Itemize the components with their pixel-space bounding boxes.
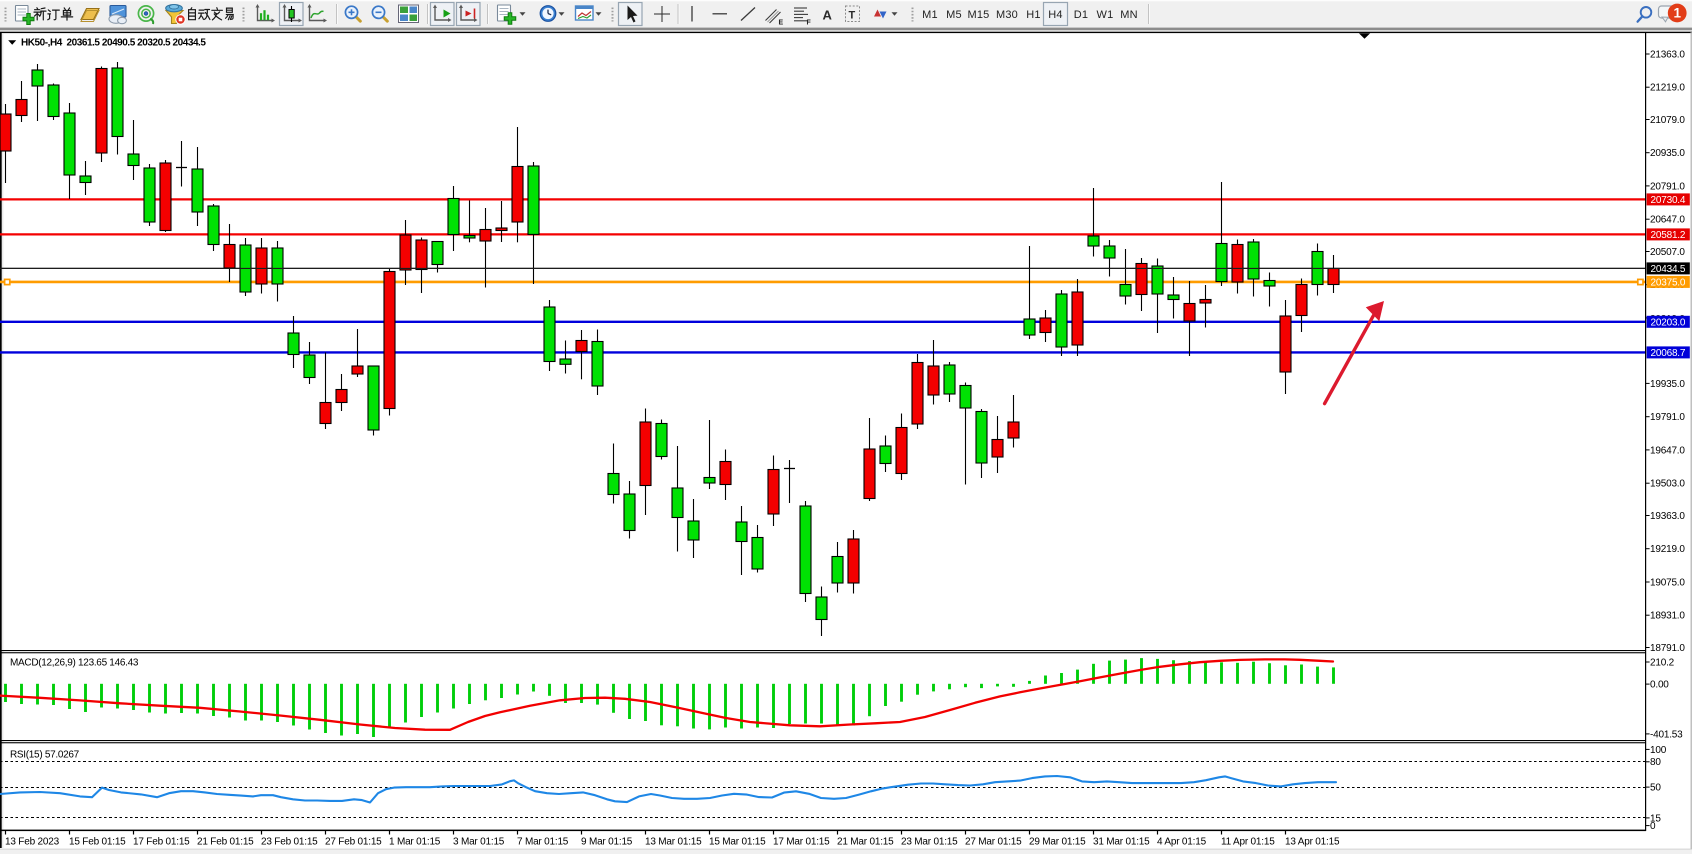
svg-text:1 Mar 01:15: 1 Mar 01:15: [389, 837, 441, 848]
svg-text:21 Feb 01:15: 21 Feb 01:15: [197, 837, 254, 848]
svg-text:15 Feb 01:15: 15 Feb 01:15: [69, 837, 126, 848]
svg-text:100: 100: [1650, 745, 1667, 756]
svg-text:15 Mar 01:15: 15 Mar 01:15: [709, 837, 766, 848]
svg-text:W1: W1: [1097, 9, 1114, 21]
svg-text:19363.0: 19363.0: [1650, 511, 1685, 522]
svg-text:M1: M1: [922, 9, 938, 21]
svg-text:H1: H1: [1026, 9, 1040, 21]
svg-text:17 Feb 01:15: 17 Feb 01:15: [133, 837, 190, 848]
svg-text:13 Apr 01:15: 13 Apr 01:15: [1285, 837, 1340, 848]
svg-text:27 Feb 01:15: 27 Feb 01:15: [325, 837, 382, 848]
svg-text:18931.0: 18931.0: [1650, 611, 1685, 622]
svg-text:20434.5: 20434.5: [1651, 264, 1686, 275]
svg-text:HK50-,H4 20361.5 20490.5 2032: HK50-,H4 20361.5 20490.5 20320.5 20434.5: [21, 38, 206, 49]
svg-text:15: 15: [1650, 813, 1661, 824]
svg-text:21 Mar 01:15: 21 Mar 01:15: [837, 837, 894, 848]
svg-text:23 Mar 01:15: 23 Mar 01:15: [901, 837, 958, 848]
svg-text:H4: H4: [1048, 9, 1062, 21]
svg-text:20203.0: 20203.0: [1651, 317, 1686, 328]
svg-text:M30: M30: [996, 9, 1018, 21]
svg-text:19075.0: 19075.0: [1650, 577, 1685, 588]
svg-text:13 Mar 01:15: 13 Mar 01:15: [645, 837, 702, 848]
svg-text:21219.0: 21219.0: [1650, 83, 1685, 94]
svg-text:19219.0: 19219.0: [1650, 544, 1685, 555]
svg-text:19503.0: 19503.0: [1650, 479, 1685, 490]
svg-text:19647.0: 19647.0: [1650, 445, 1685, 456]
svg-text:21079.0: 21079.0: [1650, 115, 1685, 126]
svg-text:MACD(12,26,9) 123.65 146.43: MACD(12,26,9) 123.65 146.43: [10, 657, 139, 668]
svg-text:T: T: [849, 10, 856, 22]
svg-text:A: A: [823, 8, 833, 23]
svg-text:210.2: 210.2: [1650, 657, 1675, 668]
svg-text:7 Mar 01:15: 7 Mar 01:15: [517, 837, 569, 848]
svg-text:29 Mar 01:15: 29 Mar 01:15: [1029, 837, 1086, 848]
svg-text:19791.0: 19791.0: [1650, 412, 1685, 423]
svg-text:50: 50: [1650, 783, 1661, 794]
svg-text:RSI(15) 57.0267: RSI(15) 57.0267: [10, 750, 80, 761]
svg-text:F: F: [807, 20, 812, 27]
svg-text:1: 1: [1673, 6, 1681, 21]
svg-text:20581.2: 20581.2: [1651, 230, 1686, 241]
svg-text:31 Mar 01:15: 31 Mar 01:15: [1093, 837, 1150, 848]
svg-text:19935.0: 19935.0: [1650, 379, 1685, 390]
svg-text:20375.0: 20375.0: [1651, 278, 1686, 289]
svg-text:20730.4: 20730.4: [1651, 195, 1686, 206]
svg-text:M5: M5: [946, 9, 962, 21]
svg-text:9 Mar 01:15: 9 Mar 01:15: [581, 837, 633, 848]
svg-text:20647.0: 20647.0: [1650, 215, 1685, 226]
svg-text:20791.0: 20791.0: [1650, 181, 1685, 192]
svg-text:E: E: [779, 20, 784, 27]
svg-text:4 Apr 01:15: 4 Apr 01:15: [1157, 837, 1207, 848]
svg-text:27 Mar 01:15: 27 Mar 01:15: [965, 837, 1022, 848]
svg-text:17 Mar 01:15: 17 Mar 01:15: [773, 837, 830, 848]
svg-text:11 Apr 01:15: 11 Apr 01:15: [1221, 837, 1275, 848]
svg-text:M15: M15: [968, 9, 990, 21]
svg-text:MN: MN: [1120, 9, 1138, 21]
svg-text:20507.0: 20507.0: [1650, 247, 1685, 258]
svg-text:18791.0: 18791.0: [1650, 643, 1685, 654]
svg-text:20935.0: 20935.0: [1650, 148, 1685, 159]
svg-text:3 Mar 01:15: 3 Mar 01:15: [453, 837, 505, 848]
svg-text:21363.0: 21363.0: [1650, 49, 1685, 60]
svg-text:23 Feb 01:15: 23 Feb 01:15: [261, 837, 318, 848]
svg-text:0.00: 0.00: [1650, 680, 1669, 691]
svg-text:D1: D1: [1074, 9, 1088, 21]
svg-text:-401.53: -401.53: [1650, 729, 1683, 740]
svg-text:80: 80: [1650, 757, 1661, 768]
svg-text:13 Feb 2023: 13 Feb 2023: [5, 837, 60, 848]
svg-text:0: 0: [1650, 821, 1656, 832]
svg-text:20068.7: 20068.7: [1651, 348, 1686, 359]
